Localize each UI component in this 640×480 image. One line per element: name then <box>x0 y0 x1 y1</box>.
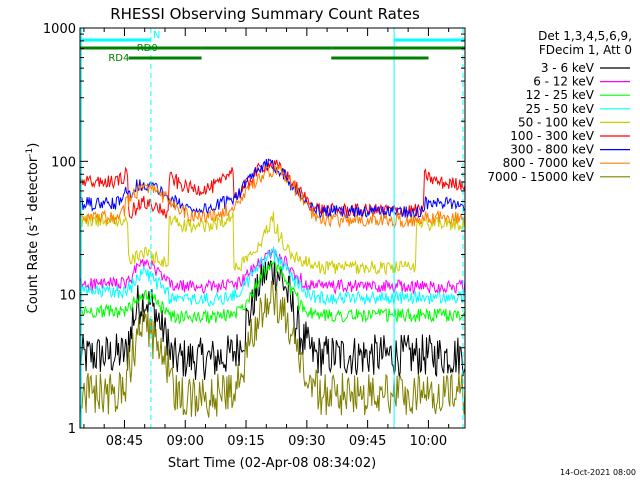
y-tick-label-1: 1 <box>68 422 76 437</box>
x-axis-label: Start Time (02-Apr-08 08:34:02) <box>168 456 376 471</box>
legend-label-7: 300 - 800 keV <box>510 143 594 157</box>
flag-rd0-segment-4 <box>424 46 465 50</box>
legend-label-4: 25 - 50 keV <box>526 102 595 116</box>
axes: 1 10 100 1000 08:45 09:00 09:15 09:30 09:45 10:00 <box>43 22 465 449</box>
legend-label-3: 12 - 25 keV <box>526 88 595 102</box>
flag-label-rd0: RD0 <box>137 43 158 54</box>
x-tick-label-2: 09:00 <box>167 434 204 449</box>
y-tick-label-3: 100 <box>51 155 76 170</box>
flag-label-rd4: RD4 <box>108 53 129 64</box>
series-line-5 <box>79 211 466 276</box>
x-tick-label-5: 09:45 <box>349 434 386 449</box>
x-tick-label-6: 10:00 <box>410 434 447 449</box>
legend: Det 1,3,4,5,6,9, FDecim 1, Att 0 3 - 6 k… <box>487 29 632 184</box>
legend-label-2: 6 - 12 keV <box>533 75 595 89</box>
series-line-1 <box>79 259 466 381</box>
y-tick-label-2: 10 <box>59 289 76 304</box>
flag-rd0-segment-3 <box>331 46 425 50</box>
x-tick-label-4: 09:30 <box>288 434 325 449</box>
flag-rd4-segment-2 <box>331 56 429 60</box>
legend-label-8: 800 - 7000 keV <box>503 156 595 170</box>
legend-label-1: 3 - 6 keV <box>541 61 595 75</box>
series-line-8 <box>79 165 466 229</box>
y-label-part-1: Count Rate (s <box>26 225 41 314</box>
flag-n-segment-1 <box>80 38 151 42</box>
chart-title: RHESSI Observing Summary Count Rates <box>110 5 420 23</box>
y-label-part-2: detector <box>26 156 41 216</box>
plot-frame <box>79 27 466 429</box>
flag-label-n: N <box>153 30 160 41</box>
legend-header-line-2: FDecim 1, Att 0 <box>539 43 632 57</box>
timestamp: 14-Oct-2021 08:00 <box>560 468 636 477</box>
y-label-sup-1: -1 <box>25 216 35 225</box>
series-line-9 <box>79 280 466 418</box>
series-line-2 <box>79 246 466 295</box>
y-axis-label: Count Rate (s-1 detector-1) <box>25 143 41 314</box>
x-tick-label-3: 09:15 <box>227 434 264 449</box>
y-label-part-3: ) <box>26 143 41 148</box>
legend-header-line-1: Det 1,3,4,5,6,9, <box>538 29 632 43</box>
flag-rd0-segment-2 <box>201 46 332 50</box>
flag-n-segment-2 <box>394 38 465 42</box>
y-label-sup-2: -1 <box>25 148 35 157</box>
x-tick-label-1: 08:45 <box>106 434 143 449</box>
series-line-3 <box>79 260 466 325</box>
flag-rd4-segment-1 <box>128 56 202 60</box>
legend-label-6: 100 - 300 keV <box>510 129 594 143</box>
flag-rd0-segment-1 <box>80 46 202 50</box>
legend-label-9: 7000 - 15000 keV <box>487 170 594 184</box>
flag-bars: N RD0 RD4 <box>80 30 465 64</box>
legend-label-5: 50 - 100 keV <box>518 115 595 129</box>
series-layer <box>79 158 466 418</box>
series-line-4 <box>79 246 466 308</box>
vertical-lines <box>80 28 464 428</box>
y-tick-label-4: 1000 <box>43 22 76 37</box>
